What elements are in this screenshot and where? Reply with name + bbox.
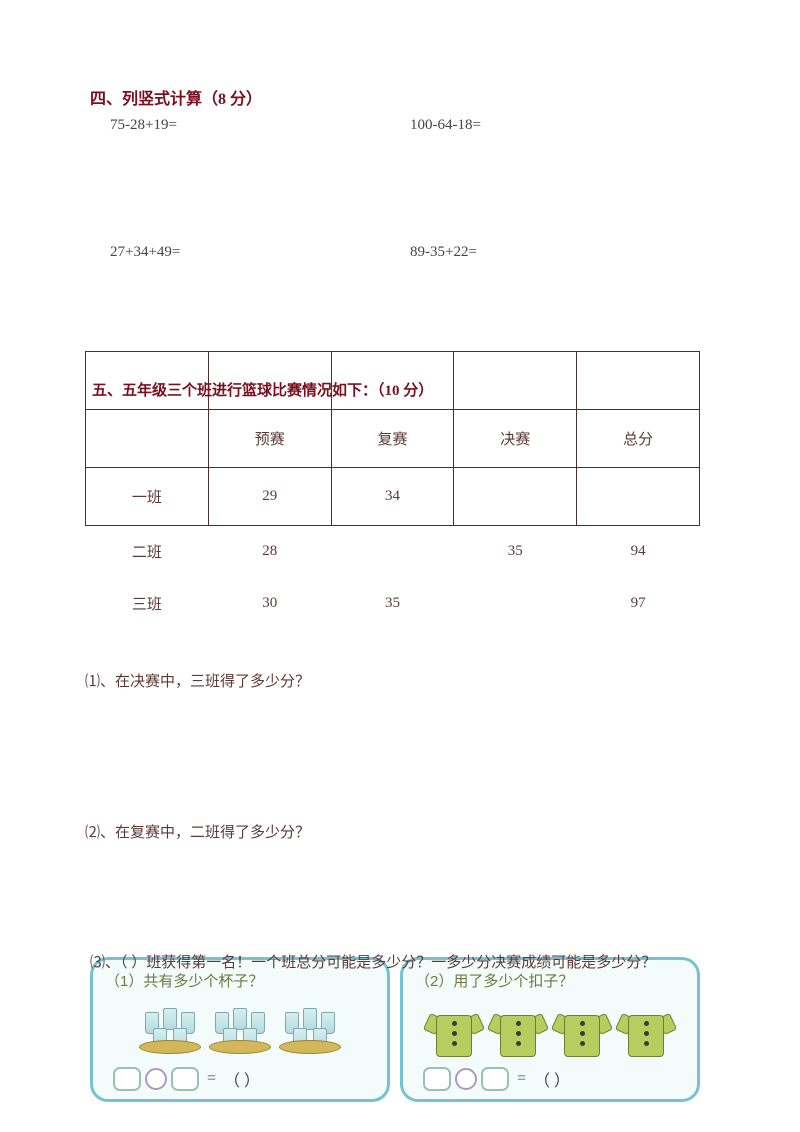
hdr-2: 复赛 — [331, 410, 454, 468]
hdr-3: 决赛 — [454, 410, 577, 468]
r1-pre: 29 — [208, 468, 331, 526]
r2-pre: 28 — [208, 526, 331, 578]
shirt-icon — [554, 1003, 610, 1059]
r2-final: 35 — [454, 526, 577, 578]
r3-label: 三班 — [86, 578, 209, 630]
blank-box[interactable] — [171, 1067, 199, 1091]
r2-label: 二班 — [86, 526, 209, 578]
card-shirts-title: （2）用了多少个扣子？ — [415, 970, 685, 991]
hdr-4: 总分 — [577, 410, 700, 468]
blank-box[interactable] — [113, 1067, 141, 1091]
hdr-1: 预赛 — [208, 410, 331, 468]
result-paren: （ ） — [534, 1067, 570, 1091]
section-5: 五、五年级三个班进行篮球比赛情况如下：（10 分） 预赛 复赛 决赛 总分 一班… — [85, 351, 705, 842]
hdr-0 — [86, 410, 209, 468]
r3-final — [454, 578, 577, 630]
table-row-2: 二班 28 35 94 — [86, 526, 700, 578]
table-row-header: 预赛 复赛 决赛 总分 — [86, 410, 700, 468]
equation-row: = （ ） — [105, 1067, 375, 1091]
equation-row: = （ ） — [415, 1067, 685, 1091]
r2-mid — [331, 526, 454, 578]
questions: ⑴、在决赛中，三班得了多少分？ ⑵、在复赛中，二班得了多少分？ — [85, 670, 705, 842]
op-circle[interactable] — [455, 1068, 477, 1090]
shirt-icon — [490, 1003, 546, 1059]
result-paren: （ ） — [224, 1067, 260, 1091]
r3-pre: 30 — [208, 578, 331, 630]
blank-box[interactable] — [481, 1067, 509, 1091]
bottom-cards: （1）共有多少个杯子？ = （ ） （2）用了多少个扣子？ — [90, 957, 700, 1102]
op-circle[interactable] — [145, 1068, 167, 1090]
r1-mid: 34 — [331, 468, 454, 526]
tray-icon — [279, 1008, 341, 1054]
calc-item-1: 75-28+19= — [90, 117, 410, 134]
calc-item-2: 100-64-18= — [410, 117, 710, 134]
calc-row-2: 27+34+49= 89-35+22= — [90, 244, 710, 261]
calc-row-1: 75-28+19= 100-64-18= — [90, 117, 710, 134]
table-row-3: 三班 30 35 97 — [86, 578, 700, 630]
r1-final — [454, 468, 577, 526]
table-row-1: 一班 29 34 — [86, 468, 700, 526]
question-2: ⑵、在复赛中，二班得了多少分？ — [85, 821, 705, 842]
r1-label: 一班 — [86, 468, 209, 526]
card-cups: （1）共有多少个杯子？ = （ ） — [90, 957, 390, 1102]
r3-total: 97 — [577, 578, 700, 630]
blank-box[interactable] — [423, 1067, 451, 1091]
shirts-row — [415, 1003, 685, 1059]
section-4: 四、列竖式计算（8 分） 75-28+19= 100-64-18= 27+34+… — [90, 85, 710, 261]
equals-sign: = — [517, 1070, 526, 1088]
shirt-icon — [618, 1003, 674, 1059]
calc-item-4: 89-35+22= — [410, 244, 710, 261]
section-4-title: 四、列竖式计算（8 分） — [90, 85, 710, 109]
card-cups-title: （1）共有多少个杯子？ — [105, 970, 375, 991]
tray-icon — [139, 1008, 201, 1054]
question-1: ⑴、在决赛中，三班得了多少分？ — [85, 670, 705, 691]
card-shirts: （2）用了多少个扣子？ = （ ） — [400, 957, 700, 1102]
r3-mid: 35 — [331, 578, 454, 630]
r2-total: 94 — [577, 526, 700, 578]
question-3: ⑶、（ ）班获得第一名！一个班总分可能是多少分？一多少分决赛成绩可能是多少分？ — [90, 951, 710, 972]
r1-total — [577, 468, 700, 526]
cups-row — [105, 1008, 375, 1054]
tray-icon — [209, 1008, 271, 1054]
section-5-title: 五、五年级三个班进行篮球比赛情况如下：（10 分） — [92, 379, 433, 400]
calc-item-3: 27+34+49= — [90, 244, 410, 261]
shirt-icon — [426, 1003, 482, 1059]
equals-sign: = — [207, 1070, 216, 1088]
